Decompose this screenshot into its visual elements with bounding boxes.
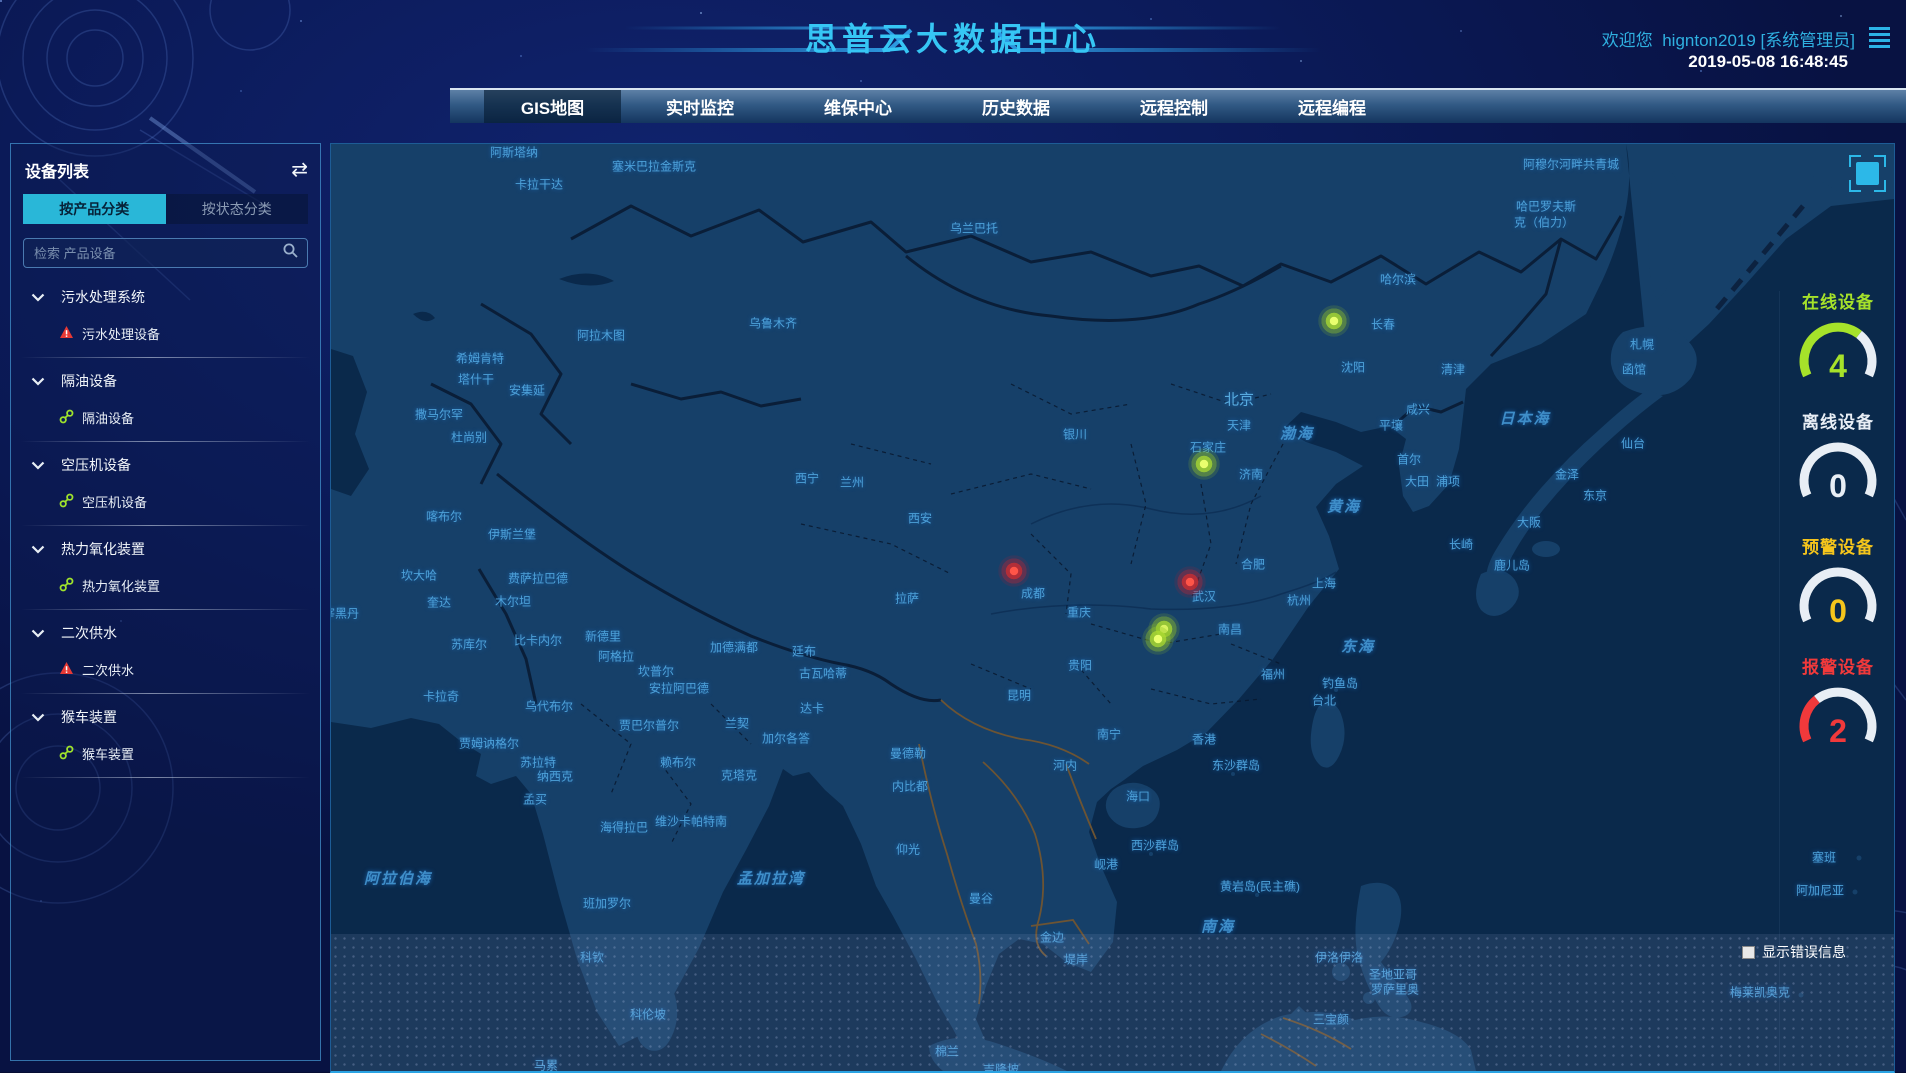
tree-group-2[interactable]: 空压机设备 bbox=[21, 446, 310, 484]
sidebar-title: 设备列表 bbox=[25, 158, 89, 182]
gauge-label: 在线设备 bbox=[1786, 288, 1890, 313]
checkbox-label: 显示错误信息 bbox=[1762, 942, 1846, 962]
gauge-value: 2 bbox=[1829, 713, 1847, 749]
gauge-label: 预警设备 bbox=[1786, 533, 1890, 558]
device-search-box bbox=[23, 238, 308, 268]
tree-group-label: 空压机设备 bbox=[61, 455, 131, 475]
nav-tab-2[interactable]: 维保中心 bbox=[779, 90, 937, 123]
link-ok-icon bbox=[59, 409, 74, 427]
chevron-down-icon bbox=[31, 709, 45, 725]
divider bbox=[21, 609, 310, 610]
link-ok-icon bbox=[59, 745, 74, 763]
device-marker-green[interactable] bbox=[1312, 299, 1356, 343]
tree-child-1[interactable]: 隔油设备 bbox=[21, 400, 310, 437]
fullscreen-button[interactable] bbox=[1849, 155, 1886, 192]
tree-child-label: 热力氧化装置 bbox=[82, 576, 160, 595]
menu-list-icon[interactable] bbox=[1869, 27, 1890, 51]
chevron-down-icon bbox=[31, 541, 45, 557]
tree-child-label: 二次供水 bbox=[82, 660, 134, 679]
gauge-alarm: 报警设备 2 bbox=[1786, 653, 1890, 765]
search-input[interactable] bbox=[32, 245, 282, 262]
tree-child-label: 隔油设备 bbox=[82, 408, 134, 427]
current-datetime: 2019-05-08 16:48:45 bbox=[1688, 52, 1848, 72]
tree-group-label: 隔油设备 bbox=[61, 371, 117, 391]
username: hignton2019 bbox=[1662, 31, 1756, 50]
chevron-down-icon bbox=[31, 625, 45, 641]
checkbox-box[interactable] bbox=[1742, 946, 1755, 959]
gauge-label: 离线设备 bbox=[1786, 408, 1890, 433]
tab-by-product[interactable]: 按产品分类 bbox=[23, 194, 166, 224]
tree-child-label: 猴车装置 bbox=[82, 744, 134, 763]
tree-child-2[interactable]: 空压机设备 bbox=[21, 484, 310, 521]
nav-tab-0[interactable]: GIS地图 bbox=[484, 90, 621, 123]
link-ok-icon bbox=[59, 577, 74, 595]
tree-group-1[interactable]: 隔油设备 bbox=[21, 362, 310, 400]
tree-child-3[interactable]: 热力氧化装置 bbox=[21, 568, 310, 605]
gauge-arc: 0 bbox=[1786, 560, 1890, 640]
link-ok-icon bbox=[59, 493, 74, 511]
nav-tab-3[interactable]: 历史数据 bbox=[937, 90, 1095, 123]
fullscreen-icon bbox=[1856, 162, 1879, 185]
tree-child-5[interactable]: 猴车装置 bbox=[21, 736, 310, 773]
user-role: [系统管理员] bbox=[1761, 31, 1855, 50]
tree-group-label: 猴车装置 bbox=[61, 707, 117, 727]
main-navbar: GIS地图实时监控维保中心历史数据远程控制远程编程 bbox=[450, 88, 1906, 123]
tree-group-label: 污水处理系统 bbox=[61, 287, 145, 307]
gauge-value: 0 bbox=[1829, 468, 1847, 504]
divider bbox=[21, 693, 310, 694]
nav-tab-4[interactable]: 远程控制 bbox=[1095, 90, 1253, 123]
chevron-down-icon bbox=[31, 373, 45, 389]
alarm-warning-icon bbox=[59, 661, 74, 678]
tree-child-label: 污水处理设备 bbox=[82, 324, 160, 343]
device-marker-green[interactable] bbox=[1182, 442, 1226, 486]
show-errors-checkbox[interactable]: 显示错误信息 bbox=[1742, 942, 1846, 962]
gauge-value: 4 bbox=[1829, 348, 1847, 384]
gauge-warning: 预警设备 0 bbox=[1786, 533, 1890, 645]
gauge-arc: 0 bbox=[1786, 435, 1890, 515]
tree-group-5[interactable]: 猴车装置 bbox=[21, 698, 310, 736]
tree-group-label: 热力氧化装置 bbox=[61, 539, 145, 559]
alarm-warning-icon bbox=[59, 325, 74, 342]
gauge-offline: 离线设备 0 bbox=[1786, 408, 1890, 520]
divider bbox=[21, 357, 310, 358]
swap-icon[interactable]: ⇄ bbox=[291, 162, 308, 178]
gauge-arc: 4 bbox=[1786, 315, 1890, 395]
tree-group-0[interactable]: 污水处理系统 bbox=[21, 278, 310, 316]
chevron-down-icon bbox=[31, 289, 45, 305]
gis-map[interactable]: 阿斯塔纳塞米巴拉金斯克卡拉干达乌兰巴托乌鲁木齐阿拉木图希姆肯特塔什干安集延撒马尔… bbox=[330, 143, 1895, 1073]
tree-child-label: 空压机设备 bbox=[82, 492, 147, 511]
tree-group-label: 二次供水 bbox=[61, 623, 117, 643]
nav-tab-5[interactable]: 远程编程 bbox=[1253, 90, 1411, 123]
map-geography bbox=[331, 144, 1894, 1071]
device-marker-red[interactable] bbox=[1168, 560, 1212, 604]
nav-tab-1[interactable]: 实时监控 bbox=[621, 90, 779, 123]
device-marker-green[interactable] bbox=[1136, 617, 1180, 661]
tree-group-4[interactable]: 二次供水 bbox=[21, 614, 310, 652]
gauge-value: 0 bbox=[1829, 593, 1847, 629]
divider bbox=[21, 525, 310, 526]
search-icon[interactable] bbox=[282, 242, 299, 264]
device-marker-red[interactable] bbox=[992, 549, 1036, 593]
tab-by-status[interactable]: 按状态分类 bbox=[166, 194, 309, 224]
tree-group-3[interactable]: 热力氧化装置 bbox=[21, 530, 310, 568]
gauge-label: 报警设备 bbox=[1786, 653, 1890, 678]
chevron-down-icon bbox=[31, 457, 45, 473]
tree-child-4[interactable]: 二次供水 bbox=[21, 652, 310, 689]
tree-child-0[interactable]: 污水处理设备 bbox=[21, 316, 310, 353]
welcome-text: 欢迎您 hignton2019 [系统管理员] bbox=[1602, 26, 1855, 51]
divider bbox=[21, 777, 310, 778]
divider bbox=[21, 441, 310, 442]
gauge-online: 在线设备 4 bbox=[1786, 288, 1890, 400]
gauge-arc: 2 bbox=[1786, 680, 1890, 760]
